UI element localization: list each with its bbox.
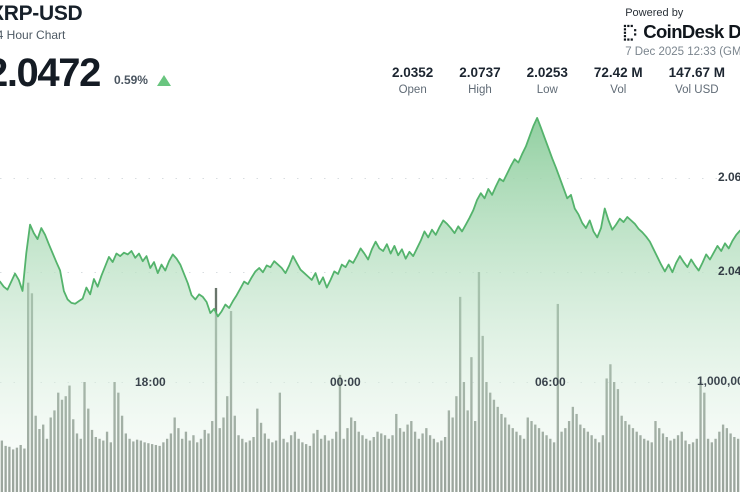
stat-label: Low (536, 84, 558, 96)
price-axis-label-lower: 2.04 (718, 264, 740, 278)
stat-high: 2.0737 High (459, 64, 500, 98)
chart-header: XRP-USD 24 Hour Chart 2.0472 0.59% 2.035… (0, 0, 740, 110)
price-axis-label-upper: 2.06 (718, 170, 740, 184)
stat-value: 147.67 M (668, 65, 725, 80)
stat-label: Open (398, 84, 427, 96)
current-price: 2.0472 (0, 51, 101, 95)
header-identity: XRP-USD 24 Hour Chart (0, 2, 83, 43)
stat-value: 2.0253 (526, 65, 568, 80)
price-line (0, 117, 740, 318)
stat-label: High (468, 84, 492, 96)
stat-value: 2.0737 (459, 65, 501, 80)
x-axis-tick-2: 00:00 (330, 375, 361, 389)
ticker-symbol: XRP-USD (0, 2, 83, 25)
stat-label: Vol (610, 84, 627, 96)
change-percent: 0.59% (113, 73, 148, 87)
ohlc-stats: 2.0352 Open 2.0737 High 2.0253 Low 72.42 M Vol 1… (392, 64, 725, 98)
chart-subtitle: 24 Hour Chart (0, 28, 66, 42)
price-area-fill (0, 117, 740, 492)
stat-value: 72.42 M (593, 65, 643, 80)
attribution-block: Powered by CoinDesk Data 7 Dec 20 (623, 6, 740, 60)
coindesk-logo-icon (624, 24, 637, 41)
brand-lockup: CoinDesk Data (623, 22, 740, 42)
stat-label: Vol USD (675, 84, 719, 96)
stat-low: 2.0253 Low (527, 64, 568, 98)
x-axis-tick-1: 18:00 (135, 375, 166, 389)
stat-value: 2.0352 (392, 65, 434, 80)
price-block: 2.0472 0.59% (0, 52, 171, 94)
stat-vol: 72.42 M Vol (594, 64, 643, 98)
powered-by-label: Powered by (625, 7, 684, 19)
stat-open: 2.0352 Open (392, 64, 433, 98)
volume-axis-label: 1,000,000 (697, 374, 740, 388)
brand-name: CoinDesk Data (643, 21, 740, 42)
x-axis-tick-3: 06:00 (535, 375, 566, 389)
stat-vol-usd: 147.67 M Vol USD (669, 64, 725, 98)
triangle-up-icon (156, 75, 171, 86)
timestamp: 7 Dec 2025 12:33 (GMT) (625, 46, 740, 58)
